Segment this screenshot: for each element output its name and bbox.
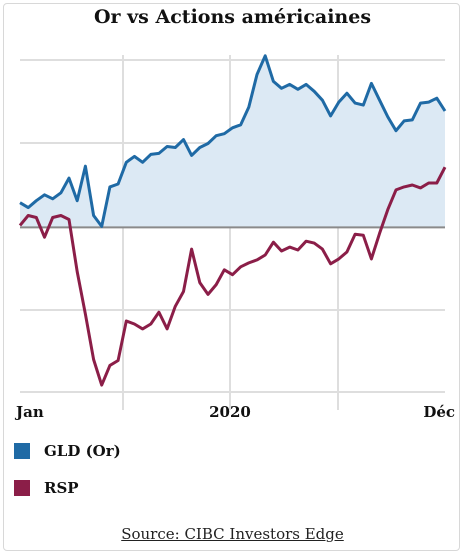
legend-swatch-rsp — [14, 480, 30, 496]
legend-swatch-gld — [14, 443, 30, 459]
legend-label-gld: GLD (Or) — [44, 442, 121, 460]
legend-item-rsp: RSP — [14, 476, 79, 500]
x-tick-label-1: 2020 — [209, 403, 251, 421]
x-tick-label-0: Jan — [14, 403, 44, 421]
source-link[interactable]: Source: CIBC Investors Edge — [121, 525, 344, 543]
gld-series-line — [19, 54, 447, 228]
legend-item-gld: GLD (Or) — [14, 439, 121, 463]
chart-title: Or vs Actions américaines — [93, 6, 372, 28]
gld-area-fill — [20, 55, 445, 228]
rsp-series-line — [18, 166, 447, 387]
legend-label-rsp: RSP — [44, 479, 79, 497]
x-tick-label-2: Déc — [423, 403, 455, 421]
